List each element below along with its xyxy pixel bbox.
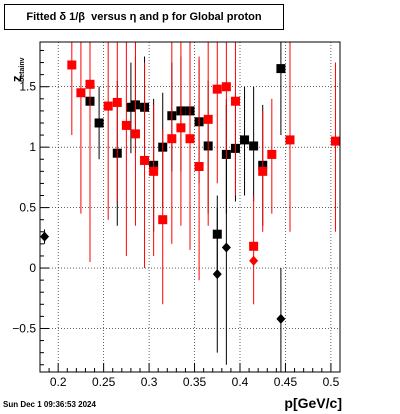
- x-tick-label: 0.35: [183, 375, 207, 389]
- data-point-square: [94, 118, 104, 128]
- x-tick-label: 0.5: [323, 375, 340, 389]
- x-tick-label: 0.45: [274, 375, 298, 389]
- data-point-square: [240, 135, 250, 145]
- timestamp: Sun Dec 1 09:36:53 2024: [3, 400, 96, 409]
- data-point-square: [212, 84, 222, 94]
- data-point-square: [112, 97, 122, 107]
- data-point-square: [103, 101, 113, 111]
- x-tick-label: 0.3: [141, 375, 158, 389]
- data-point-square: [158, 215, 168, 225]
- data-point-square: [149, 166, 159, 176]
- axes: 0.2 0.25 0.3 0.35 0.4 0.45 0.5 −0.5 0 0.5 1 1.5: [12, 49, 341, 389]
- data-point-square: [126, 102, 136, 112]
- data-point-square: [276, 64, 286, 74]
- data-point-square: [140, 155, 150, 165]
- data-point-square: [330, 136, 340, 146]
- data-point-square: [230, 96, 240, 106]
- y-tick-label: 0: [29, 261, 36, 275]
- plot-frame: [39, 41, 341, 373]
- data-point-square: [167, 134, 177, 144]
- data-point-square: [176, 123, 186, 133]
- data-point-diamond: [276, 313, 286, 324]
- data-points: [40, 42, 340, 372]
- chart-title: Fitted δ 1/β versus η and p for Global p…: [4, 4, 284, 30]
- data-point-diamond: [212, 269, 222, 280]
- data-point-square: [121, 120, 131, 130]
- data-point-square: [249, 241, 259, 251]
- data-point-square: [285, 135, 295, 145]
- y-tick-label: −0.5: [12, 321, 36, 335]
- data-point-square: [249, 141, 259, 151]
- x-tick-label: 0.25: [92, 375, 116, 389]
- data-point-square: [258, 166, 268, 176]
- data-point-diamond: [40, 231, 50, 242]
- data-point-square: [194, 162, 204, 172]
- data-point-diamond: [249, 255, 259, 266]
- data-point-square: [130, 129, 140, 139]
- x-tick-label: 0.2: [50, 375, 67, 389]
- data-point-square: [85, 79, 95, 89]
- data-point-square: [76, 88, 86, 98]
- data-point-square: [185, 134, 195, 144]
- y-tick-label: 0.5: [19, 201, 36, 215]
- x-tick-label: 0.4: [232, 375, 249, 389]
- data-point-square: [221, 82, 231, 92]
- y-tick-label: 1: [29, 140, 36, 154]
- data-point-square: [203, 114, 213, 124]
- x-axis-label: p[GeV/c]: [284, 395, 342, 411]
- data-point-square: [67, 60, 77, 70]
- y-tick-label: 1.5: [19, 80, 36, 94]
- data-point-diamond: [221, 242, 231, 253]
- y-axis-label: z betainv: [7, 42, 26, 102]
- y-axis-label-subscript: betainv: [19, 57, 26, 82]
- data-point-square: [267, 149, 277, 159]
